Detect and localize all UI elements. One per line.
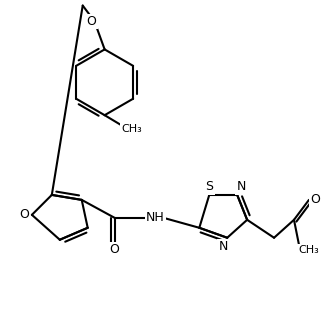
Text: S: S bbox=[205, 180, 213, 193]
Text: NH: NH bbox=[146, 211, 165, 224]
Text: O: O bbox=[87, 15, 97, 28]
Text: N: N bbox=[237, 180, 246, 193]
Text: CH₃: CH₃ bbox=[121, 124, 142, 134]
Text: CH₃: CH₃ bbox=[299, 245, 319, 255]
Text: N: N bbox=[219, 240, 228, 253]
Text: O: O bbox=[19, 208, 29, 221]
Text: O: O bbox=[110, 243, 119, 256]
Text: O: O bbox=[310, 193, 320, 206]
